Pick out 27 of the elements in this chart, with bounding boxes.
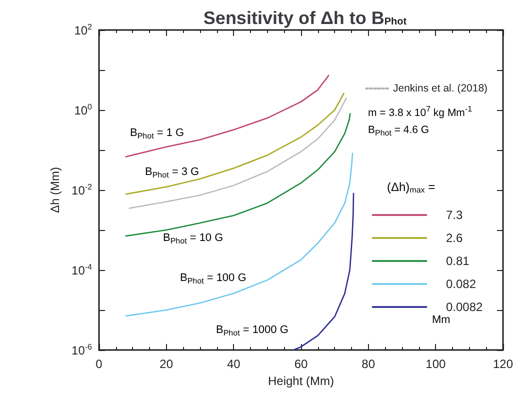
y-tick-label: 10$^{0}$ <box>74 102 92 118</box>
line-series <box>125 74 330 158</box>
x-tick-label: 20 <box>160 357 174 371</box>
y-tick-label: 10$^{2}$ <box>74 22 92 38</box>
line-series <box>128 97 348 209</box>
legend-label: 0.082 <box>446 277 476 291</box>
legend-label: Jenkins et al. (2018) <box>393 82 488 94</box>
x-axis-title: Height (Mm) <box>268 374 334 388</box>
legend-label: 0.81 <box>446 254 470 268</box>
y-tick-label: 10$^{-4}$ <box>72 262 92 278</box>
line-series <box>292 192 354 351</box>
x-tick-label: 100 <box>426 357 446 371</box>
y-tick-label: 10$^{-6}$ <box>72 342 92 358</box>
chart-title: Sensitivity of Δh to BPhot <box>203 8 408 28</box>
annotation: Mm <box>432 314 450 326</box>
y-tick-label: 10$^{-2}$ <box>72 182 92 198</box>
line-series <box>125 92 344 195</box>
y-axis-title: Δh (Mm) <box>48 166 62 214</box>
legend-label: 7.3 <box>446 208 464 222</box>
legend-label: 0.0082 <box>446 300 484 314</box>
legend-label: 2.6 <box>446 231 464 245</box>
x-tick-label: 80 <box>362 357 376 371</box>
x-tick-label: 40 <box>226 357 241 371</box>
x-tick-label: 120 <box>492 357 514 371</box>
x-tick-label: 60 <box>294 357 308 371</box>
line-series <box>125 152 354 317</box>
x-tick-label: 0 <box>96 357 103 371</box>
